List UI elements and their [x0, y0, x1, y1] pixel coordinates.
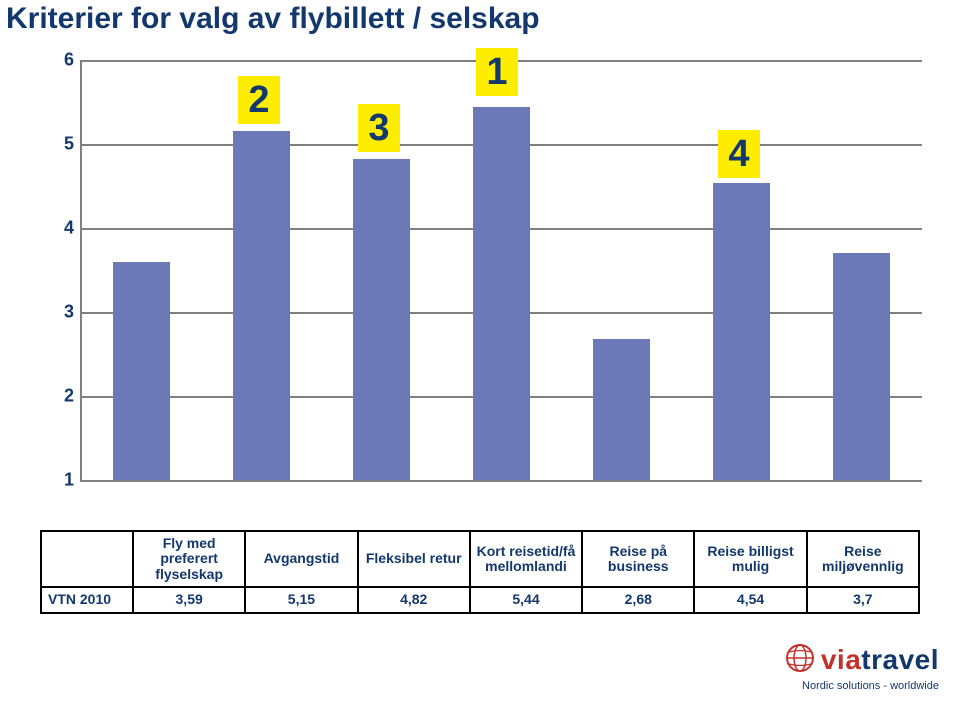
cell: 4,82: [358, 587, 470, 612]
col-header: Reise på business: [582, 531, 694, 587]
cell: 2,68: [582, 587, 694, 612]
brand-logo: viatravel Nordic solutions - worldwide: [785, 643, 939, 692]
brand-via: via: [821, 644, 861, 675]
brand-tagline: Nordic solutions - worldwide: [785, 680, 939, 692]
row-label: VTN 2010: [41, 587, 133, 612]
rank-label-2: 2: [238, 76, 280, 124]
col-header: Reise billigst mulig: [694, 531, 806, 587]
data-table: Fly med preferert flyselskap Avgangstid …: [40, 530, 920, 614]
rank-label-3: 3: [358, 104, 400, 152]
table-row: VTN 2010 3,59 5,15 4,82 5,44 2,68 4,54 3…: [41, 587, 919, 612]
bar-1: [233, 131, 290, 480]
col-header: Fleksibel retur: [358, 531, 470, 587]
bar-3: [473, 107, 530, 480]
bar-chart: 1 2 3 4 5 6 2 3 1 4: [40, 60, 920, 520]
ytick-6: 6: [40, 50, 74, 71]
bar-0: [113, 262, 170, 480]
ytick-4: 4: [40, 218, 74, 239]
cell: 5,15: [245, 587, 357, 612]
brand-travel: travel: [861, 644, 939, 675]
ytick-5: 5: [40, 134, 74, 155]
brand-wordmark: viatravel: [785, 643, 939, 680]
ytick-2: 2: [40, 386, 74, 407]
rank-label-1: 1: [476, 48, 518, 96]
ytick-3: 3: [40, 302, 74, 323]
page-title: Kriterier for valg av flybillett / selsk…: [6, 2, 540, 36]
globe-icon: [785, 643, 815, 680]
cell: 5,44: [470, 587, 582, 612]
col-header: Avgangstid: [245, 531, 357, 587]
table-corner: [41, 531, 133, 587]
col-header: Kort reisetid/få mellomlandi: [470, 531, 582, 587]
cell: 4,54: [694, 587, 806, 612]
col-header: Fly med preferert flyselskap: [133, 531, 245, 587]
plot-area: 2 3 1 4: [80, 60, 922, 482]
cell: 3,59: [133, 587, 245, 612]
ytick-1: 1: [40, 470, 74, 491]
table-header-row: Fly med preferert flyselskap Avgangstid …: [41, 531, 919, 587]
bar-5: [713, 183, 770, 480]
bar-2: [353, 159, 410, 480]
bar-4: [593, 339, 650, 480]
col-header: Reise miljøvennlig: [807, 531, 919, 587]
cell: 3,7: [807, 587, 919, 612]
bar-6: [833, 253, 890, 480]
rank-label-4: 4: [718, 130, 760, 178]
